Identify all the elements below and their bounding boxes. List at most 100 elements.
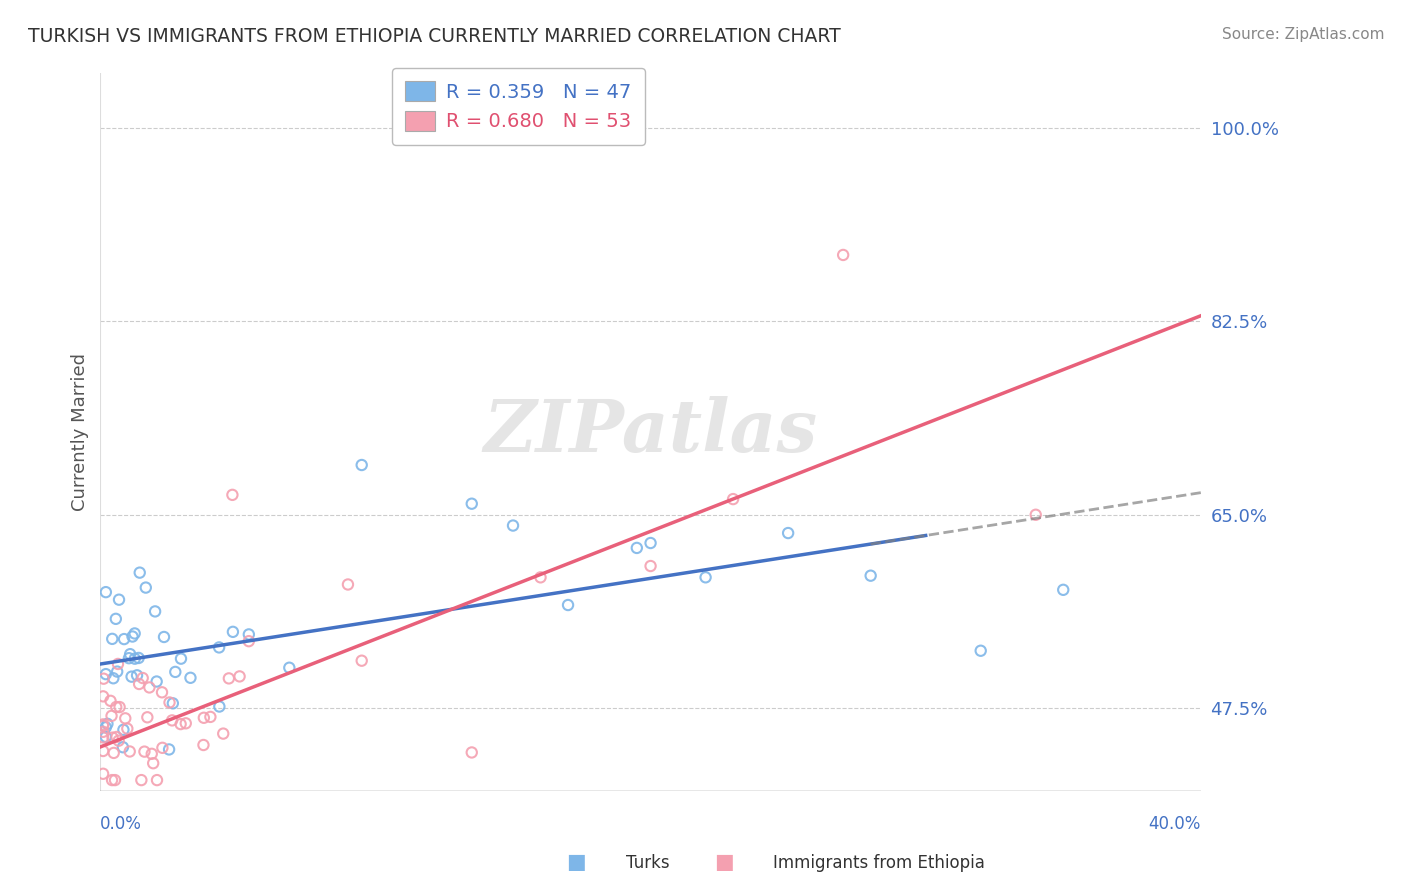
Point <box>138 681 160 695</box>
Point <box>169 717 191 731</box>
Point <box>200 710 222 724</box>
Point <box>778 526 800 541</box>
Point <box>100 694 122 708</box>
Point <box>124 651 146 665</box>
Point <box>461 497 484 511</box>
Point <box>111 740 134 755</box>
Point <box>212 726 235 740</box>
Point <box>208 640 231 655</box>
Point <box>640 559 662 574</box>
Point <box>208 699 231 714</box>
Point <box>114 711 136 725</box>
Point <box>94 585 117 599</box>
Point <box>91 766 114 780</box>
Point <box>145 674 167 689</box>
Point <box>103 746 125 760</box>
Point <box>118 651 141 665</box>
Point <box>101 731 124 745</box>
Point <box>142 756 165 771</box>
Point <box>112 632 135 646</box>
Point <box>91 724 114 739</box>
Text: ■: ■ <box>567 853 586 872</box>
Point <box>157 742 180 756</box>
Point <box>117 722 139 736</box>
Point <box>193 711 215 725</box>
Text: Turks: Turks <box>626 855 669 872</box>
Point <box>970 644 993 658</box>
Point <box>152 740 174 755</box>
Point <box>107 733 129 747</box>
Point <box>104 773 127 788</box>
Point <box>101 632 124 646</box>
Point <box>557 598 579 612</box>
Point <box>1052 582 1074 597</box>
Point <box>128 677 150 691</box>
Point <box>131 773 153 788</box>
Point <box>100 709 122 723</box>
Point <box>179 671 201 685</box>
Point <box>91 744 114 758</box>
Point <box>101 773 124 788</box>
Point <box>238 627 260 641</box>
Point <box>153 630 176 644</box>
Point <box>529 570 551 584</box>
Point <box>108 592 131 607</box>
Point <box>174 716 197 731</box>
Point <box>134 745 156 759</box>
Point <box>193 738 215 752</box>
Text: Immigrants from Ethiopia: Immigrants from Ethiopia <box>773 855 986 872</box>
Point <box>94 730 117 744</box>
Text: ■: ■ <box>714 853 734 872</box>
Point <box>640 536 662 550</box>
Point <box>626 541 648 555</box>
Point <box>93 672 115 686</box>
Point <box>121 630 143 644</box>
Point <box>94 667 117 681</box>
Point <box>695 570 717 584</box>
Point <box>118 744 141 758</box>
Point <box>91 717 114 731</box>
Point <box>108 700 131 714</box>
Point <box>125 668 148 682</box>
Point <box>228 669 250 683</box>
Point <box>131 671 153 685</box>
Point <box>502 518 524 533</box>
Point <box>222 624 245 639</box>
Text: 40.0%: 40.0% <box>1149 815 1201 833</box>
Point <box>136 710 159 724</box>
Text: TURKISH VS IMMIGRANTS FROM ETHIOPIA CURRENTLY MARRIED CORRELATION CHART: TURKISH VS IMMIGRANTS FROM ETHIOPIA CURR… <box>28 27 841 45</box>
Point <box>91 719 114 733</box>
Point <box>96 716 118 731</box>
Point <box>278 661 301 675</box>
Y-axis label: Currently Married: Currently Married <box>72 353 89 511</box>
Point <box>107 657 129 671</box>
Point <box>350 654 373 668</box>
Point <box>143 604 166 618</box>
Point <box>221 488 243 502</box>
Point <box>120 647 142 661</box>
Point <box>832 248 855 262</box>
Point <box>124 626 146 640</box>
Point <box>150 685 173 699</box>
Point <box>128 566 150 580</box>
Point <box>238 634 260 648</box>
Point <box>218 672 240 686</box>
Point <box>105 700 128 714</box>
Point <box>94 720 117 734</box>
Point <box>146 773 169 788</box>
Point <box>135 581 157 595</box>
Point <box>128 651 150 665</box>
Point <box>105 730 128 744</box>
Point <box>170 651 193 665</box>
Point <box>165 665 187 679</box>
Point <box>350 458 373 472</box>
Point <box>104 612 127 626</box>
Text: 0.0%: 0.0% <box>100 815 142 833</box>
Point <box>103 671 125 685</box>
Point <box>162 696 184 710</box>
Point <box>1025 508 1047 522</box>
Legend: R = 0.359   N = 47, R = 0.680   N = 53: R = 0.359 N = 47, R = 0.680 N = 53 <box>392 68 645 145</box>
Point <box>141 747 163 761</box>
Text: ZIPatlas: ZIPatlas <box>484 396 818 467</box>
Point <box>91 690 114 704</box>
